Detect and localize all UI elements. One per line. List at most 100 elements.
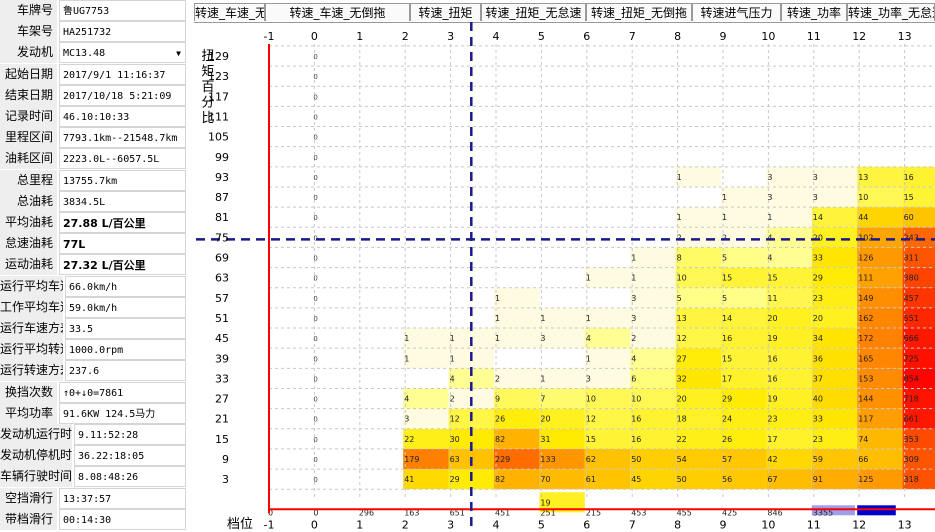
info-row: 记录时间 46.10:10:33 [0,106,186,128]
x-tick-bottom: 0 [311,518,318,531]
heat-cell [630,267,676,288]
info-value-text: 1000.0rpm [69,345,124,357]
gear-total: 215 [586,508,601,517]
cell-value: 50 [677,475,687,484]
gear-total: 846 [767,508,782,517]
tab-bar: 转速_车速_无怠速转速_车速_无倒拖转速_扭矩转速_扭矩_无怠速转速_扭矩_无倒… [194,3,935,23]
x-tick-top: -1 [264,30,275,43]
cell-value: 1 [631,274,636,283]
cell-value: 16 [904,173,914,182]
cell-value: 718 [904,395,919,404]
cell-value: 29 [450,475,460,484]
cell-value: 15 [586,435,596,444]
info-value: 1000.0rpm [65,339,186,361]
cell-value: 32 [677,374,687,383]
info-value-text: 2223.0L--6057.5L [63,154,160,166]
heat-cell [403,428,449,449]
cell-value: 54 [677,455,687,464]
tab-item[interactable]: 转速_功率_无怠速 [847,3,935,21]
heat-cell [539,328,585,349]
heat-cell [857,469,903,490]
tab-item[interactable]: 转速_扭矩_无怠速 [481,3,586,21]
cell-value-zero: 0 [313,214,317,222]
x-tick-top: 10 [761,30,775,43]
cell-value: 3 [540,334,545,343]
cell-value: 3 [404,415,409,424]
info-value: 13755.7km [59,169,186,191]
info-value-text: 2017/10/18 5:21:09 [63,90,172,102]
heat-cell [902,166,935,187]
heat-cell [721,247,767,268]
heat-cell [584,267,631,288]
x-tick-top: 3 [447,30,454,43]
heat-cell [766,267,812,288]
info-value: HA251732 [59,21,186,43]
cell-value: 4 [767,233,772,242]
heat-cell [630,307,676,329]
info-row: 发动机 MC13.48 ▼ [0,42,186,64]
cell-value: 13 [677,314,687,323]
info-row: 车辆行驶时间 8.08:48:26 [0,466,186,488]
heat-cell [902,328,935,349]
cell-value: 2 [495,374,500,383]
heat-cell [403,328,449,349]
heat-cell [584,388,631,409]
tab-item[interactable]: 转速_扭矩_无倒拖 [586,3,692,21]
y-tick: 15 [215,433,229,446]
heat-cell [539,469,585,490]
heat-cell [766,186,812,208]
x-tick-top: 4 [493,30,500,43]
cell-value-zero: 0 [313,275,317,283]
heat-cell [494,408,540,429]
cell-value: 10 [858,193,868,202]
y-axis-label-char: 比 [201,111,214,126]
tab-item[interactable]: 转速_扭矩 [410,3,481,21]
gear-total: 3355 [813,508,833,517]
cell-value: 16 [722,334,732,343]
y-tick: 75 [215,231,229,244]
cell-value: 17 [767,435,777,444]
cell-value: 111 [858,274,873,283]
heat-cell [630,448,676,470]
cell-value-zero: 0 [313,436,317,444]
cell-value: 20 [813,233,823,242]
tab-item[interactable]: 转速进气压力 [692,3,781,21]
heat-cell [721,207,767,228]
info-value-text: 00:14:30 [63,514,112,526]
cell-value: 20 [767,314,777,323]
cell-value: 63 [450,455,460,464]
heat-cell [675,348,721,369]
info-value: 00:14:30 [59,508,186,530]
info-value: 59.0km/h [65,296,186,318]
info-row: 空挡滑行 13:37:57 [0,487,186,510]
tab-item[interactable]: 转速_功率 [781,3,847,21]
info-row: 发动机停机时间 36.22:18:05 [0,445,186,467]
cell-value: 13 [858,173,868,182]
info-value: 27.88 L/百公里 [59,212,186,233]
y-tick: 9 [222,453,229,466]
heat-cell [766,368,812,389]
heat-cell [584,469,631,490]
cell-value: 22 [677,435,687,444]
tab-item[interactable]: 转速_车速_无倒拖 [265,3,410,21]
heat-cell [721,287,767,308]
cell-value: 60 [904,213,914,222]
heat-cell [448,428,494,449]
engine-select[interactable]: MC13.48 ▼ [59,42,186,64]
heat-cell [811,207,858,228]
heat-cell [857,227,903,248]
cell-value: 33 [813,254,823,263]
chevron-down-icon[interactable]: ▼ [176,49,181,59]
cell-value-zero: 0 [313,154,317,162]
y-tick: 123 [208,70,229,83]
heat-cell [539,388,585,409]
heat-cell [902,247,935,268]
cell-value: 15 [722,274,732,283]
cell-value: 59 [813,455,823,464]
tab-item[interactable]: 转速_车速_无怠速 [194,3,265,21]
heat-cell [630,287,676,308]
x-tick-bottom: 8 [674,518,681,531]
info-row: 平均功率 91.6KW 124.5马力 [0,402,186,425]
heat-cell [902,287,935,308]
cell-value: 2 [450,395,455,404]
